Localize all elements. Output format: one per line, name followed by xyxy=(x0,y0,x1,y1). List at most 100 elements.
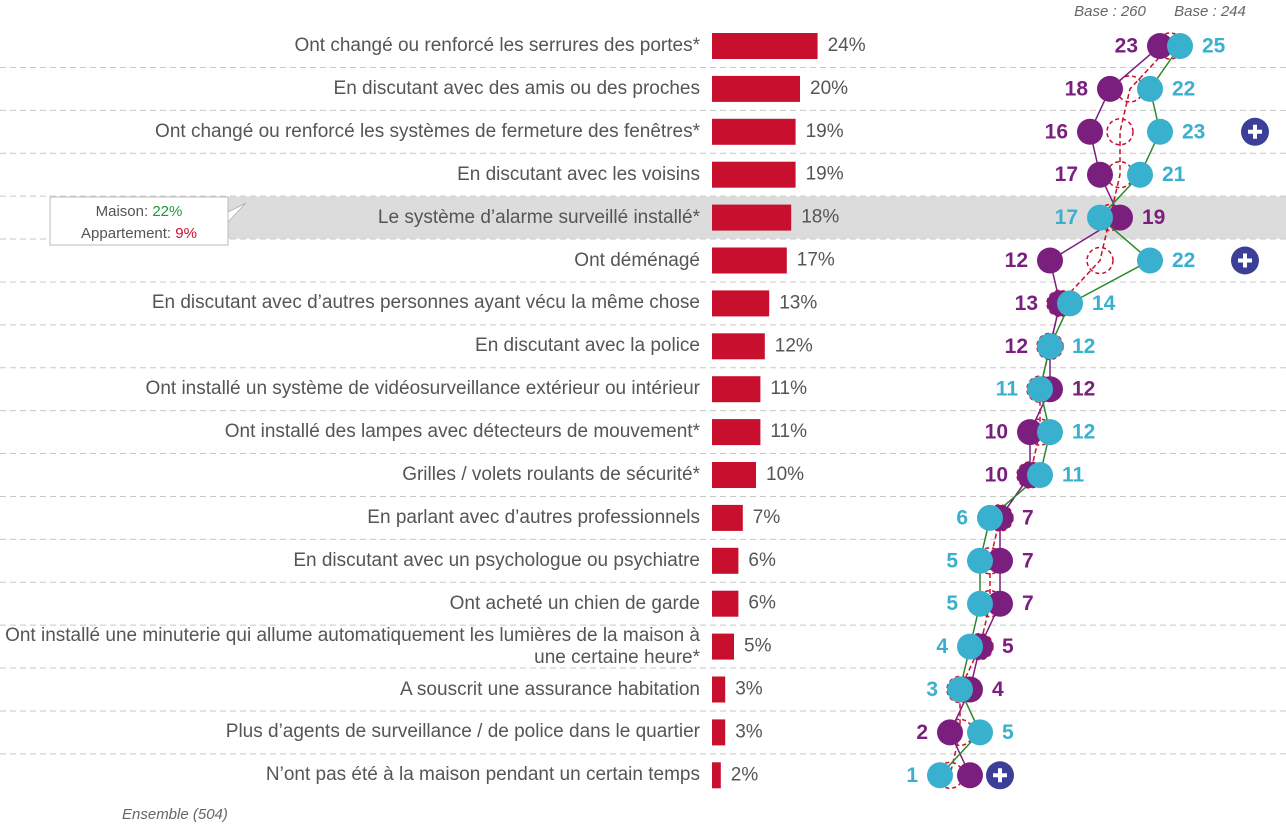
series-dot xyxy=(1107,204,1133,231)
bar-value-label: 11% xyxy=(770,378,807,399)
dot-label: 19 xyxy=(1142,206,1165,229)
bar-value-label: 3% xyxy=(735,721,763,742)
dot-label: 10 xyxy=(985,464,1008,487)
dot-label: 5 xyxy=(946,549,958,572)
dot-label: 25 xyxy=(1202,35,1226,58)
category-label: En discutant avec les voisins xyxy=(457,163,700,185)
bar-value-label: 12% xyxy=(775,335,813,356)
callout-box xyxy=(49,196,229,246)
dot-label: 4 xyxy=(992,678,1004,701)
category-label: Ont changé ou renforcé les systèmes de f… xyxy=(155,120,700,142)
category-label: N’ont pas été à la maison pendant un cer… xyxy=(265,764,700,786)
bar-value-label: 6% xyxy=(748,550,776,571)
dot-label: 2 xyxy=(916,721,928,744)
category-label: En discutant avec un psychologue ou psyc… xyxy=(293,549,700,571)
callout-pointer xyxy=(227,202,247,224)
dot-label: 11 xyxy=(996,378,1019,401)
dot-label: 23 xyxy=(1182,120,1205,143)
plus-sign xyxy=(993,768,1007,783)
bar-value-label: 19% xyxy=(806,121,844,142)
series-dot xyxy=(927,762,953,789)
bar xyxy=(712,376,761,403)
category-label: En discutant avec la police xyxy=(475,335,700,357)
bar xyxy=(712,161,796,188)
dot-label: 12 xyxy=(1005,335,1028,358)
bar xyxy=(712,676,726,703)
callout-text: Appartement: 9% xyxy=(81,225,197,242)
dot-label: 5 xyxy=(946,592,958,615)
dot-label: 7 xyxy=(1022,549,1034,572)
bar xyxy=(712,75,800,102)
category-label: Plus d’agents de surveillance / de polic… xyxy=(225,721,700,743)
category-label: En parlant avec d’autres professionnels xyxy=(367,506,700,528)
series-dot xyxy=(1137,75,1163,102)
bar-value-label: 10% xyxy=(766,464,804,485)
bar xyxy=(712,719,726,746)
series-dot xyxy=(987,590,1013,617)
category-label: En discutant avec des amis ou des proche… xyxy=(333,77,700,99)
dot-label: 21 xyxy=(1162,163,1186,186)
plus-sign xyxy=(1238,253,1252,268)
plus-sign xyxy=(1248,124,1262,139)
series-dot xyxy=(1037,247,1063,274)
bar xyxy=(712,462,756,488)
series-dot xyxy=(937,719,963,746)
bar-value-label: 19% xyxy=(806,164,844,185)
bar-value-label: 13% xyxy=(779,292,817,313)
category-label: A souscrit une assurance habitation xyxy=(400,678,700,700)
dot-label: 23 xyxy=(1115,35,1138,58)
dot-label: 10 xyxy=(985,421,1008,444)
bar-value-label: 11% xyxy=(770,421,807,442)
bar-value-label: 6% xyxy=(748,593,776,614)
dot-label: 22 xyxy=(1172,249,1195,272)
dot-label: 13 xyxy=(1015,292,1038,315)
series-dot xyxy=(977,504,1003,531)
dot-label: 5 xyxy=(1002,635,1014,658)
dot-label: 12 xyxy=(1072,421,1095,444)
bar xyxy=(712,547,739,574)
overall-circle xyxy=(1106,118,1134,146)
dot-label: 18 xyxy=(1065,77,1089,100)
dot-label: 16 xyxy=(1045,120,1068,143)
callout-label: Appartement: xyxy=(81,225,171,242)
bar-value-label: 2% xyxy=(731,764,759,785)
series-header: Base : 260 xyxy=(1074,3,1146,20)
bar-value-label: 24% xyxy=(828,35,866,56)
series-dot xyxy=(1147,33,1173,59)
series-dot xyxy=(957,633,983,660)
series-dot xyxy=(967,547,993,574)
category-label: Ont installé une minuterie qui allume au… xyxy=(5,624,700,668)
series-dot xyxy=(1027,462,1053,488)
dot-label: 11 xyxy=(1062,464,1085,487)
series-dot xyxy=(1037,333,1063,360)
series-dot xyxy=(1147,118,1173,145)
series-dot xyxy=(947,676,973,703)
category-label: Ont changé ou renforcé les serrures des … xyxy=(294,35,700,56)
bar xyxy=(712,118,796,145)
dot-label: 5 xyxy=(1002,721,1014,744)
overall-circle xyxy=(1086,246,1114,275)
series-dot xyxy=(1087,204,1113,231)
bar xyxy=(712,33,818,59)
category-label: Ont installé des lampes avec détecteurs … xyxy=(224,421,700,443)
bar xyxy=(712,204,792,231)
dot-label: 1 xyxy=(906,764,918,787)
series-dot xyxy=(1087,161,1113,188)
dot-label: 7 xyxy=(1022,506,1034,529)
bar xyxy=(712,590,739,617)
callout-value: 9% xyxy=(175,225,197,242)
series-dot xyxy=(957,762,983,789)
bar xyxy=(712,290,770,317)
dot-label: 3 xyxy=(926,678,938,701)
series-dot xyxy=(967,719,993,746)
callout-value: 22% xyxy=(152,203,182,220)
series-dot xyxy=(1037,419,1063,446)
callout-label: Maison: xyxy=(96,203,149,220)
series-header: Base : 244 xyxy=(1174,3,1246,20)
series-dot xyxy=(1097,75,1123,102)
category-label: Ont déménagé xyxy=(574,249,700,271)
category-label: Grilles / volets roulants de sécurité* xyxy=(402,464,700,485)
series-dot xyxy=(1057,290,1083,317)
dot-label: 12 xyxy=(1072,378,1095,401)
dot-label: 7 xyxy=(1022,592,1034,615)
